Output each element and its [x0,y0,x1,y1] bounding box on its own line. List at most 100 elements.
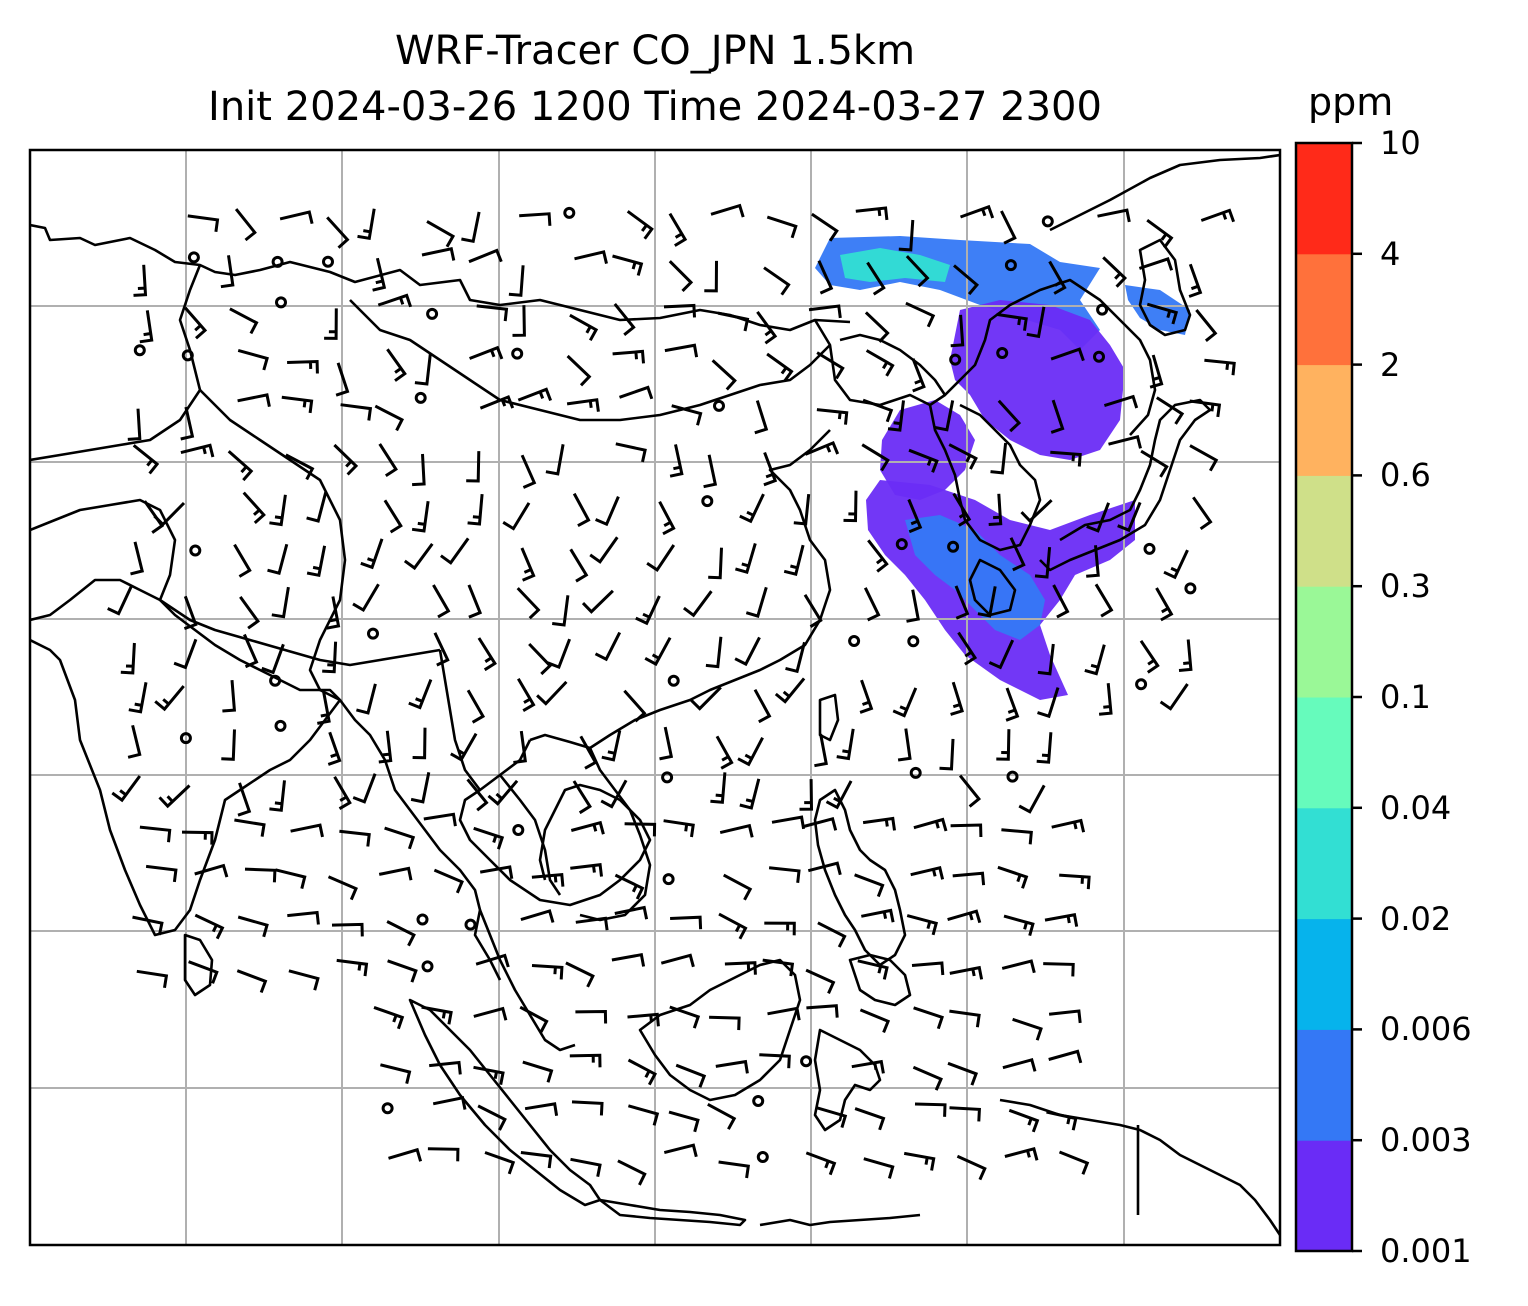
wind-barb [996,312,1028,331]
wind-barb [271,586,290,619]
wind-barb [954,585,970,620]
wind-barb [859,679,874,714]
wind-barb [139,310,154,344]
wind-barb [766,215,798,239]
wind-barb [572,492,591,528]
coastline-korea [928,403,1042,552]
colorbar-segment [1296,1029,1352,1141]
wind-barb [589,536,619,564]
wind-barb [1140,449,1169,478]
wind-barb [763,266,791,296]
wind-barb [996,729,1011,761]
wind-barb [767,1006,801,1021]
wind-barb [669,444,684,478]
wind-barb [1178,639,1193,672]
colorbar-tick-label: 0.6 [1380,456,1431,495]
wind-barb [1192,496,1213,531]
wind-barb [1037,687,1060,719]
wind-barb [326,216,350,249]
wind-barb [803,816,838,831]
wind-barb [502,502,531,531]
wind-barb [306,491,328,523]
wind-barb [836,728,855,761]
colorbar-tick-label: 0.02 [1380,899,1452,938]
wind-barb [953,264,980,296]
wind-barb [862,816,896,831]
wind-barb [524,1102,559,1116]
wind-barb [466,451,481,483]
wind-barb [851,1059,885,1074]
wind-barb [613,302,636,336]
wind-barb [1000,210,1017,245]
wind-barb [336,958,369,977]
calm-wind-circle [701,495,714,508]
wind-barb [475,953,510,968]
wind-barb [1003,914,1035,937]
calm-wind-circle [713,399,725,412]
wind-barb [690,686,722,711]
wind-barb [950,823,983,838]
wind-barb [132,444,160,475]
wind-barb [1050,450,1082,467]
wind-barb [947,909,982,924]
calm-wind-circle [667,674,680,687]
wind-barb [711,359,737,391]
wind-barb [707,1102,737,1130]
wind-barb [771,815,806,830]
wind-barb [153,501,186,527]
wind-barb [133,264,148,297]
wind-barb [785,641,806,674]
wind-barb [243,633,259,669]
coastline-sri-lanka [183,933,214,997]
wind-barb [663,819,695,838]
wind-barb [327,875,358,901]
wind-barb [668,260,694,292]
calm-wind-circle [1143,542,1156,555]
co-concentration-plume [815,236,1190,700]
wind-barb [423,812,457,827]
wind-barb [412,727,427,760]
calm-wind-circle [133,344,146,357]
wind-barb [949,1106,981,1122]
wind-barb [817,260,834,295]
wind-barb [913,817,948,832]
wind-barb [181,830,214,845]
wind-barb [1034,546,1052,579]
wind-barb [1146,218,1174,249]
wind-barb [1084,644,1106,676]
wind-barb [910,865,945,880]
wind-barb [388,1147,423,1162]
wind-barb [324,308,338,340]
calm-wind-circle [179,732,192,745]
wind-barb [473,1006,508,1021]
wind-barb [180,443,215,458]
colorbar-segment [1296,253,1352,366]
wind-barb [627,1012,660,1027]
wind-barb [861,443,890,472]
wind-barb [183,595,198,631]
wind-barb [285,453,315,481]
wind-barb [724,961,757,975]
coastline-philippines [813,788,907,967]
wind-barb [143,500,165,534]
wind-barb [288,969,320,991]
wind-barb [522,1060,554,1083]
border-laos-thailand [498,774,562,896]
wind-barb [905,255,930,288]
wind-barb [237,393,271,407]
wind-barb [719,823,754,838]
wind-barb [237,915,269,938]
plume-korea-japan-sea [950,300,1125,460]
wind-barb [658,500,676,536]
wind-barb [352,773,377,804]
wind-barb [386,348,407,382]
wind-barb [627,1104,660,1126]
wind-barb [1200,208,1236,223]
wind-barb [1189,399,1222,418]
wind-barb [244,867,277,883]
wind-barb [566,354,592,387]
wind-barb [764,921,796,936]
wind-barb [906,589,920,623]
wind-barb [865,349,895,377]
wind-barb [808,304,842,319]
